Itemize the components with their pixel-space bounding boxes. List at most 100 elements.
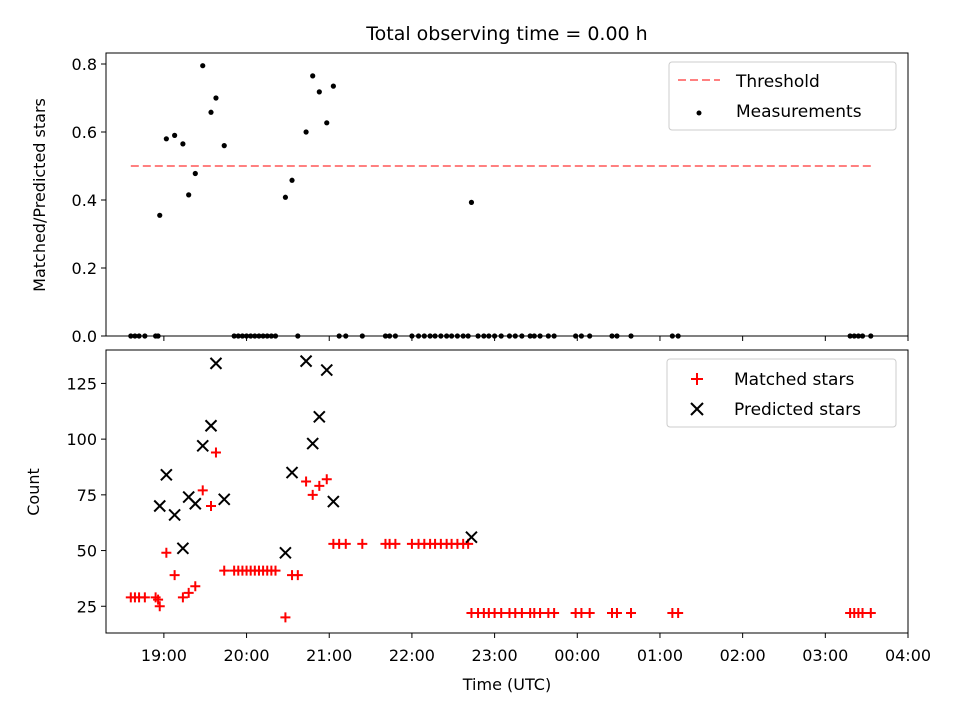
matched-star-point bbox=[390, 538, 401, 549]
legend-predicted-swatch bbox=[690, 402, 704, 416]
predicted-star-point bbox=[189, 497, 202, 510]
ratio-plot-frame bbox=[105, 52, 909, 337]
count-x-tick-label: 22:00 bbox=[389, 646, 435, 665]
predicted-star-point bbox=[176, 542, 190, 555]
measurement-point bbox=[324, 120, 330, 126]
count-axis-ticks: 25 50 75 100 125 19:00 20:00 21:00 22:00 23:00 00:… bbox=[66, 374, 931, 665]
predicted-star-point bbox=[327, 495, 340, 508]
predicted-star-point bbox=[299, 354, 313, 368]
count-plot-frame bbox=[105, 349, 909, 634]
matched-star-point bbox=[169, 570, 180, 581]
count-y-tick-label: 100 bbox=[66, 430, 97, 449]
predicted-star-point bbox=[218, 493, 231, 506]
measurement-point bbox=[192, 170, 198, 177]
predicted-star-point bbox=[168, 508, 181, 522]
predicted-star-point bbox=[306, 437, 319, 450]
matched-star-point bbox=[177, 592, 188, 603]
ratio-panel: Matched/Predicted stars 0.00.20.40.60.8 … bbox=[30, 52, 909, 346]
measurement-point bbox=[157, 212, 163, 218]
matched-star-point bbox=[626, 607, 637, 618]
measurement-point bbox=[310, 73, 316, 79]
ratio-y-tick-label: 0.8 bbox=[72, 55, 97, 74]
matched-star-point bbox=[183, 587, 194, 598]
matched-star-point bbox=[219, 565, 230, 576]
ratio-y-axis-title: Matched/Predicted stars bbox=[30, 98, 49, 292]
matched-star-point bbox=[307, 489, 318, 500]
matched-star-point bbox=[340, 538, 351, 549]
count-x-tick-label: 20:00 bbox=[224, 646, 270, 665]
matched-star-point bbox=[321, 474, 332, 485]
measurement-point bbox=[221, 143, 227, 149]
predicted-star-point bbox=[204, 419, 218, 432]
ratio-axis-ticks: 0.0 0.2 0.4 0.6 0.8 bbox=[72, 55, 909, 346]
measurement-point bbox=[186, 192, 192, 198]
ratio-y-tick-label: 0.2 bbox=[72, 259, 97, 278]
x-axis-title: Time (UTC) bbox=[462, 675, 551, 694]
count-legend: Matched stars Predicted stars bbox=[666, 358, 897, 428]
ratio-y-tick-label: 0.6 bbox=[72, 123, 97, 142]
matched-star-point bbox=[611, 607, 622, 618]
matched-star-point bbox=[197, 485, 208, 496]
predicted-star-point bbox=[160, 468, 173, 481]
measurement-point bbox=[282, 194, 289, 200]
count-y-tick-label: 75 bbox=[77, 486, 97, 505]
legend-matched-label: Matched stars bbox=[734, 370, 854, 390]
matched-star-point bbox=[280, 612, 291, 623]
measurement-point bbox=[163, 136, 169, 142]
ratio-legend-box bbox=[668, 61, 897, 131]
matched-star-point bbox=[210, 447, 221, 458]
predicted-star-point bbox=[196, 439, 209, 453]
matched-star-point bbox=[150, 592, 161, 603]
ratio-y-tick-label: 0.0 bbox=[72, 327, 97, 346]
count-x-tick-label: 03:00 bbox=[802, 646, 848, 665]
legend-threshold-label: Threshold bbox=[735, 72, 820, 92]
matched-star-point bbox=[270, 565, 281, 576]
count-x-tick-label: 19:00 bbox=[141, 646, 187, 665]
matched-star-point bbox=[673, 607, 684, 618]
predicted-star-point bbox=[279, 546, 292, 559]
count-x-tick-label: 02:00 bbox=[720, 646, 766, 665]
predicted-star-point bbox=[465, 530, 478, 544]
measurement-point bbox=[303, 129, 309, 135]
legend-measurements-label: Measurements bbox=[736, 102, 862, 122]
measurement-point bbox=[289, 177, 295, 183]
matched-star-point bbox=[139, 592, 150, 603]
measurement-point bbox=[330, 83, 336, 89]
matched-star-point bbox=[161, 547, 172, 558]
predicted-star-point bbox=[153, 499, 166, 513]
predicted-star-point bbox=[313, 410, 326, 424]
count-y-tick-label: 50 bbox=[77, 542, 97, 561]
measurement-point bbox=[316, 89, 322, 95]
matched-star-point bbox=[292, 570, 303, 581]
matched-star-point bbox=[865, 607, 876, 618]
ratio-legend: Threshold Measurements bbox=[668, 61, 897, 131]
measurement-point bbox=[200, 63, 206, 69]
matched-star-point bbox=[549, 607, 560, 618]
measurement-point bbox=[208, 109, 214, 115]
matched-star-point bbox=[301, 476, 312, 487]
count-y-tick-label: 25 bbox=[77, 597, 97, 616]
measurement-point bbox=[172, 132, 178, 138]
measurement-point bbox=[213, 95, 219, 101]
count-x-tick-label: 23:00 bbox=[472, 646, 518, 665]
predicted-star-point bbox=[320, 363, 333, 377]
count-marks bbox=[125, 354, 876, 623]
matched-star-point bbox=[357, 538, 368, 549]
matched-star-point bbox=[584, 607, 595, 618]
count-x-tick-label: 21:00 bbox=[306, 646, 352, 665]
matched-star-point bbox=[190, 581, 201, 592]
legend-measurements-swatch bbox=[696, 110, 702, 116]
matched-star-point bbox=[314, 480, 325, 491]
predicted-star-point bbox=[285, 466, 299, 479]
matched-star-point bbox=[153, 594, 164, 605]
count-x-tick-label: 01:00 bbox=[637, 646, 683, 665]
count-x-tick-label: 04:00 bbox=[885, 646, 931, 665]
ratio-y-tick-label: 0.4 bbox=[72, 191, 97, 210]
legend-predicted-label: Predicted stars bbox=[734, 400, 861, 420]
predicted-star-point bbox=[209, 357, 223, 370]
count-x-tick-label: 00:00 bbox=[554, 646, 600, 665]
matched-star-point bbox=[154, 601, 165, 612]
matched-star-point bbox=[206, 500, 217, 511]
